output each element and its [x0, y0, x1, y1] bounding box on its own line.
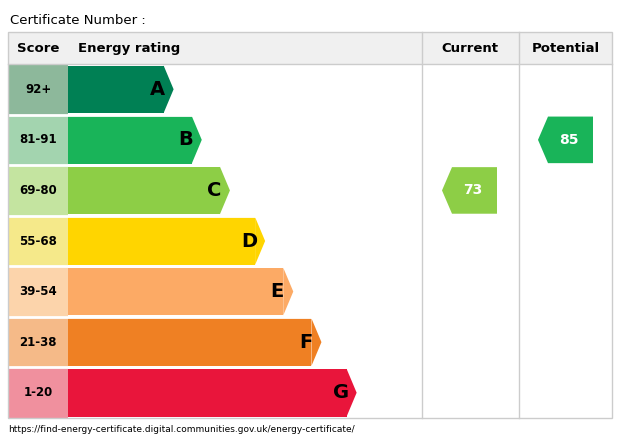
Polygon shape: [164, 66, 174, 113]
Bar: [68, 319, 311, 366]
Bar: [8, 367, 68, 418]
Text: 55-68: 55-68: [19, 235, 57, 247]
Polygon shape: [311, 319, 321, 366]
Bar: [8, 32, 612, 64]
Text: 73: 73: [463, 183, 482, 198]
Polygon shape: [347, 369, 356, 417]
Text: G: G: [332, 383, 348, 402]
Text: Certificate Number :: Certificate Number :: [10, 14, 146, 26]
Text: 92+: 92+: [25, 83, 51, 96]
Polygon shape: [538, 117, 593, 163]
Bar: [8, 266, 68, 317]
Text: B: B: [179, 130, 193, 149]
Bar: [8, 32, 612, 418]
Text: Current: Current: [441, 41, 498, 55]
Text: A: A: [150, 80, 165, 99]
Bar: [8, 165, 68, 216]
Text: E: E: [271, 282, 284, 301]
Text: 21-38: 21-38: [19, 336, 57, 348]
Polygon shape: [283, 268, 293, 315]
Text: 39-54: 39-54: [19, 285, 57, 298]
Text: https://find-energy-certificate.digital.communities.gov.uk/energy-certificate/: https://find-energy-certificate.digital.…: [8, 425, 355, 434]
Text: 81-91: 81-91: [19, 133, 57, 147]
Bar: [8, 216, 68, 266]
Bar: [68, 116, 192, 164]
Text: Score: Score: [17, 41, 59, 55]
Polygon shape: [220, 167, 230, 214]
Bar: [8, 114, 68, 165]
Bar: [8, 317, 68, 367]
Polygon shape: [255, 217, 265, 265]
Bar: [68, 268, 283, 315]
Text: 85: 85: [559, 133, 578, 147]
Bar: [68, 369, 347, 417]
Polygon shape: [442, 167, 497, 214]
Bar: [8, 64, 68, 114]
Bar: [68, 66, 164, 113]
Text: D: D: [241, 231, 257, 250]
Bar: [68, 167, 220, 214]
Text: 69-80: 69-80: [19, 184, 57, 197]
Text: 1-20: 1-20: [24, 386, 53, 399]
Text: C: C: [206, 181, 221, 200]
Bar: [68, 217, 255, 265]
Polygon shape: [192, 116, 202, 164]
Text: Energy rating: Energy rating: [78, 41, 180, 55]
Text: Potential: Potential: [531, 41, 600, 55]
Text: F: F: [299, 333, 312, 352]
